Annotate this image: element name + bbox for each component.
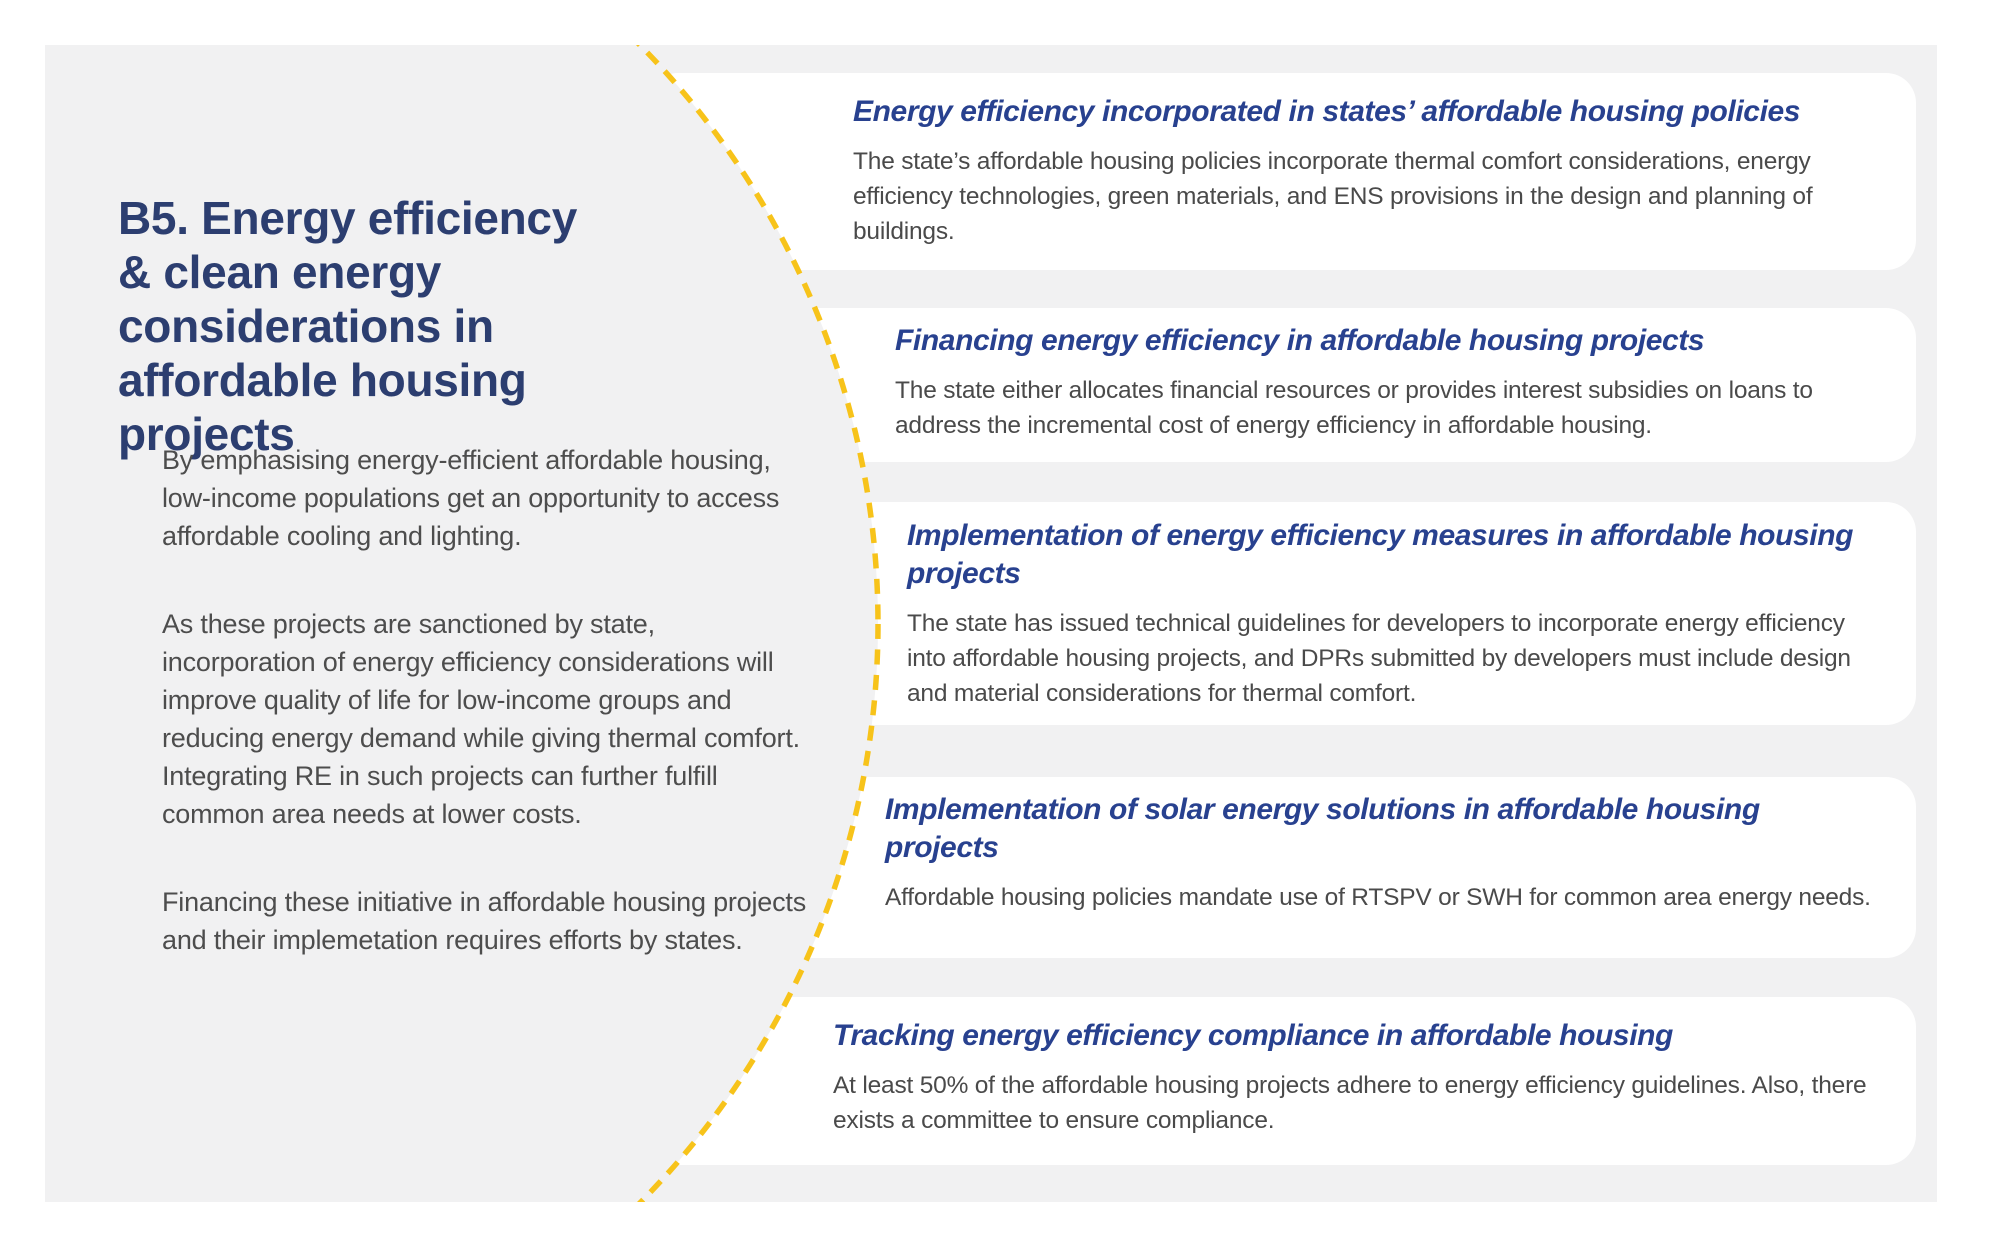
card-body: Affordable housing policies mandate use … bbox=[885, 884, 1871, 911]
card-heading: Tracking energy efficiency compliance in… bbox=[833, 1019, 1673, 1052]
intro-paragraph: By emphasising energy-efficient affordab… bbox=[162, 445, 780, 551]
card-body: At least 50% of the affordable housing p… bbox=[833, 1072, 1867, 1134]
card-energy-efficiency-policies: Energy efficiency incorporated in states… bbox=[648, 73, 1916, 270]
card-heading: Implementation of solar energy solutions… bbox=[885, 793, 1760, 864]
section-title: B5. Energy efficiency & clean energy con… bbox=[118, 192, 578, 460]
intro-paragraph: As these projects are sanctioned by stat… bbox=[162, 609, 800, 829]
card-implementation-ee-measures: Implementation of energy efficiency meas… bbox=[648, 502, 1916, 725]
card-body: The state either allocates financial res… bbox=[895, 377, 1813, 439]
card-financing-energy-efficiency: Financing energy efficiency in affordabl… bbox=[648, 308, 1916, 462]
card-heading: Financing energy efficiency in affordabl… bbox=[895, 324, 1705, 357]
card-heading: Implementation of energy efficiency meas… bbox=[907, 519, 1854, 590]
card-body: The state has issued technical guideline… bbox=[907, 610, 1851, 707]
intro-paragraph: Financing these initiative in affordable… bbox=[162, 887, 807, 955]
content-panel: Energy efficiency incorporated in states… bbox=[45, 45, 1937, 1202]
card-solar-energy-solutions: Implementation of solar energy solutions… bbox=[648, 777, 1916, 958]
intro-text: By emphasising energy-efficient affordab… bbox=[162, 441, 812, 1009]
card-heading: Energy efficiency incorporated in states… bbox=[853, 95, 1801, 128]
card-tracking-compliance: Tracking energy efficiency compliance in… bbox=[648, 997, 1916, 1165]
card-body: The state’s affordable housing policies … bbox=[853, 148, 1813, 245]
